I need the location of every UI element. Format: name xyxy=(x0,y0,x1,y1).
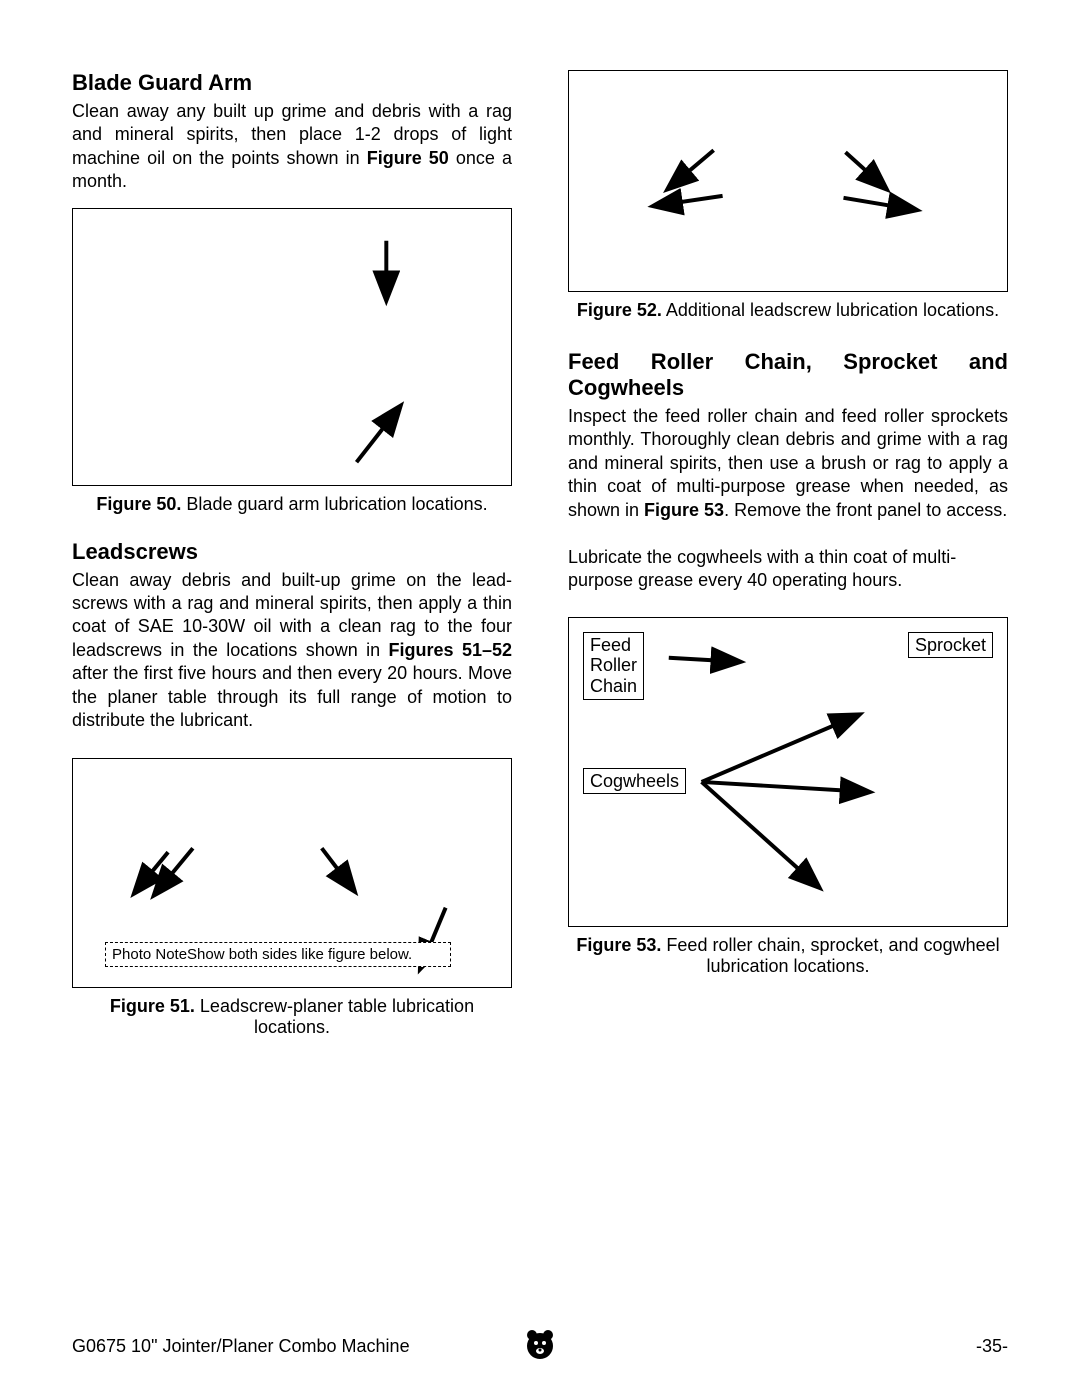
figure-52-box xyxy=(568,70,1008,292)
caption-51: Figure 51. Leadscrew-planer table lubric… xyxy=(72,996,512,1038)
figure-ref: Figure 50 xyxy=(367,148,449,168)
caption-label: Figure 50. xyxy=(96,494,181,514)
heading-feed-roller: Feed Roller Chain, Sprocket and Cogwheel… xyxy=(568,349,1008,401)
caption-text: Additional leadscrew lubrication locatio… xyxy=(662,300,999,320)
figure-ref: Figures 51–52 xyxy=(389,640,512,660)
heading-line-1: Feed Roller Chain, Sprocket and xyxy=(568,349,1008,375)
figure-50-arrows xyxy=(73,209,511,485)
photo-note-text: Photo NoteShow both sides like figure be… xyxy=(112,946,412,963)
bear-icon xyxy=(522,1326,558,1362)
paragraph-feed: Inspect the feed roller chain and feed r… xyxy=(568,405,1008,522)
text: after the first five hours and then ever… xyxy=(72,663,512,730)
figure-52-arrows xyxy=(569,71,1007,291)
caption-label: Figure 52. xyxy=(577,300,662,320)
paragraph-blade: Clean away any built up grime and debris… xyxy=(72,100,512,194)
heading-blade-guard-arm: Blade Guard Arm xyxy=(72,70,512,96)
heading-line-2: Cogwheels xyxy=(568,375,684,400)
caption-text: Leadscrew-planer table lubrication locat… xyxy=(195,996,474,1037)
caption-text: Blade guard arm lubrication locations. xyxy=(181,494,487,514)
label-feed-roller-chain: Feed Roller Chain xyxy=(583,632,644,700)
page-footer: G0675 10" Jointer/Planer Combo Machine -… xyxy=(72,1316,1008,1357)
caption-label: Figure 51. xyxy=(110,996,195,1016)
footer-right: -35- xyxy=(976,1336,1008,1357)
figure-51-box: Photo NoteShow both sides like figure be… xyxy=(72,758,512,988)
caption-text: Feed roller chain, sprocket, and cogwhee… xyxy=(661,935,999,976)
figure-53-box: Feed Roller Chain Sprocket Cogwheels xyxy=(568,617,1008,927)
label-cogwheels: Cogwheels xyxy=(583,768,686,795)
figure-50-box xyxy=(72,208,512,486)
paragraph-cogwheels: Lubricate the cogwheels with a thin coat… xyxy=(568,546,1008,593)
photo-note-box: Photo NoteShow both sides like figure be… xyxy=(105,942,451,967)
caption-label: Figure 53. xyxy=(576,935,661,955)
manual-page: Blade Guard Arm Clean away any built up … xyxy=(0,0,1080,1397)
caption-50: Figure 50. Blade guard arm lubrication l… xyxy=(72,494,512,515)
paragraph-leadscrews: Clean away debris and built-up grime on … xyxy=(72,569,512,733)
footer-logo xyxy=(522,1326,558,1367)
footer-left: G0675 10" Jointer/Planer Combo Machine xyxy=(72,1336,410,1357)
two-column-layout: Blade Guard Arm Clean away any built up … xyxy=(72,70,1008,1316)
figure-ref: Figure 53 xyxy=(644,500,724,520)
label-sprocket: Sprocket xyxy=(908,632,993,659)
left-column: Blade Guard Arm Clean away any built up … xyxy=(72,70,512,1316)
heading-leadscrews: Leadscrews xyxy=(72,539,512,565)
caption-53: Figure 53. Feed roller chain, sprocket, … xyxy=(568,935,1008,977)
caption-52: Figure 52. Additional leadscrew lubricat… xyxy=(568,300,1008,321)
text: . Remove the front panel to access. xyxy=(724,500,1007,520)
right-column: Figure 52. Additional leadscrew lubricat… xyxy=(568,70,1008,1316)
